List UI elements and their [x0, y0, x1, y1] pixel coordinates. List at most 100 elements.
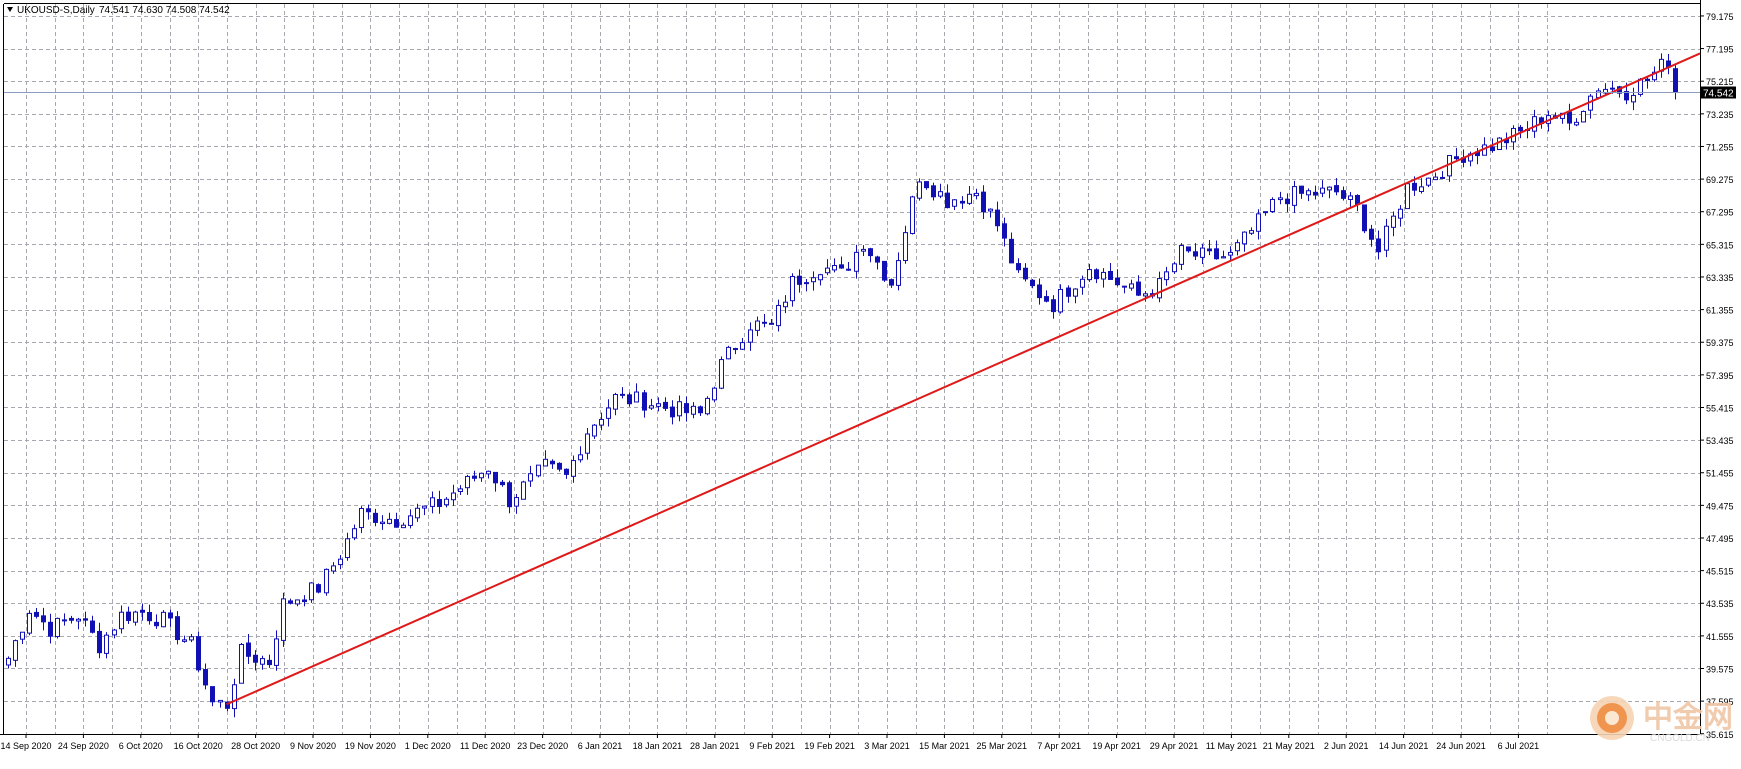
candle [1157, 271, 1162, 303]
candle [500, 480, 505, 487]
candle [76, 617, 81, 630]
candle [1207, 240, 1212, 256]
y-tick-label: 79.175 [1706, 12, 1734, 22]
candle-body-up [401, 524, 406, 529]
candle [1334, 178, 1339, 196]
candle-body-down [316, 584, 321, 593]
candle-body-up [832, 265, 837, 271]
candle-body-up [415, 507, 420, 519]
candle-body-down [366, 508, 371, 513]
trendline[interactable] [226, 52, 1701, 706]
candle [755, 316, 760, 337]
candle-body-down [1299, 185, 1304, 194]
candle [1426, 177, 1431, 188]
candle-body-up [1080, 278, 1085, 288]
candle-body-down [1341, 190, 1346, 199]
candle [189, 633, 194, 643]
candle [1369, 224, 1374, 247]
candle [917, 178, 922, 201]
candle-body-up [938, 191, 943, 197]
candle-body-down [875, 256, 880, 263]
candle [1327, 186, 1332, 199]
candle [394, 512, 399, 528]
candle [1242, 231, 1247, 252]
candle-body-up [1652, 71, 1657, 81]
candle [1518, 125, 1523, 139]
candle [288, 598, 293, 605]
candle [1221, 250, 1226, 259]
candle [1037, 278, 1042, 305]
y-tick-label: 55.415 [1706, 403, 1734, 413]
candle [1631, 87, 1636, 111]
candle-body-up [76, 618, 81, 622]
candle [528, 465, 533, 487]
candle [260, 655, 265, 670]
candle-body-up [543, 458, 548, 467]
candle-body-up [451, 492, 456, 501]
candle-body-down [1094, 269, 1099, 280]
candle-body-up [521, 481, 526, 500]
candle [811, 271, 816, 291]
candle [352, 524, 357, 541]
x-tick-label: 9 Feb 2021 [749, 741, 795, 751]
candle [762, 314, 767, 328]
y-tick-label: 57.395 [1706, 371, 1734, 381]
candle-body-up [1221, 256, 1226, 259]
candle [670, 400, 675, 425]
candle [613, 392, 618, 416]
candle [97, 622, 102, 659]
candle-body-down [846, 268, 851, 271]
x-tick-label: 19 Feb 2021 [804, 741, 855, 751]
candle-body-up [649, 405, 654, 409]
candle-body-down [175, 616, 180, 641]
candle-body-up [861, 248, 866, 252]
candle-body-down [1334, 185, 1339, 193]
candle-body-up [1497, 137, 1502, 151]
candle-body-up [1631, 94, 1636, 103]
candle [430, 491, 435, 514]
candle [147, 604, 152, 625]
candle [1009, 232, 1014, 264]
candle [698, 405, 703, 416]
price-axis: 79.175 77.195 75.215 73.235 71.255 69.275 67.2… [1700, 12, 1734, 740]
candle-body-down [472, 475, 477, 479]
candle [458, 485, 463, 495]
watermark: 中金网 CNGOLD.CN [1590, 696, 1733, 744]
candle [832, 258, 837, 273]
candle-body-up [422, 505, 427, 509]
candle-body-up [917, 181, 922, 199]
candle-body-down [1285, 198, 1290, 205]
candle [1376, 230, 1381, 260]
candle [1214, 240, 1219, 260]
candle-body-up [952, 199, 957, 207]
candle [818, 273, 823, 286]
candle [345, 532, 350, 561]
candle-body-up [967, 193, 972, 204]
chevron-down-icon[interactable] [7, 7, 13, 12]
candle [1292, 180, 1297, 213]
chart-header: UKOUSD-S,Daily 74.541 74.630 74.508 74.5… [7, 5, 230, 16]
candle [401, 522, 406, 529]
candle-body-down [1518, 126, 1523, 132]
candle [1087, 263, 1092, 282]
candle-body-up [1574, 121, 1579, 126]
candle-body-down [1567, 111, 1572, 124]
candle [790, 273, 795, 307]
candle-body-down [493, 471, 498, 484]
candle-body-up [854, 251, 859, 272]
candle [415, 503, 420, 522]
candle-body-down [246, 642, 251, 657]
grid-lines [4, 4, 1700, 735]
time-axis: 14 Sep 2020 24 Sep 2020 6 Oct 2020 16 Oct 2… [0, 734, 1539, 751]
candle [606, 399, 611, 427]
candle-body-up [613, 393, 618, 410]
x-tick-label: 11 May 2021 [1206, 741, 1257, 751]
candle-body-down [1108, 270, 1113, 280]
candle-body-down [945, 192, 950, 209]
candle [1384, 218, 1389, 258]
candle [1030, 279, 1035, 289]
candle [550, 459, 555, 469]
candle [1440, 171, 1445, 179]
candle [974, 188, 979, 200]
candle [967, 185, 972, 205]
